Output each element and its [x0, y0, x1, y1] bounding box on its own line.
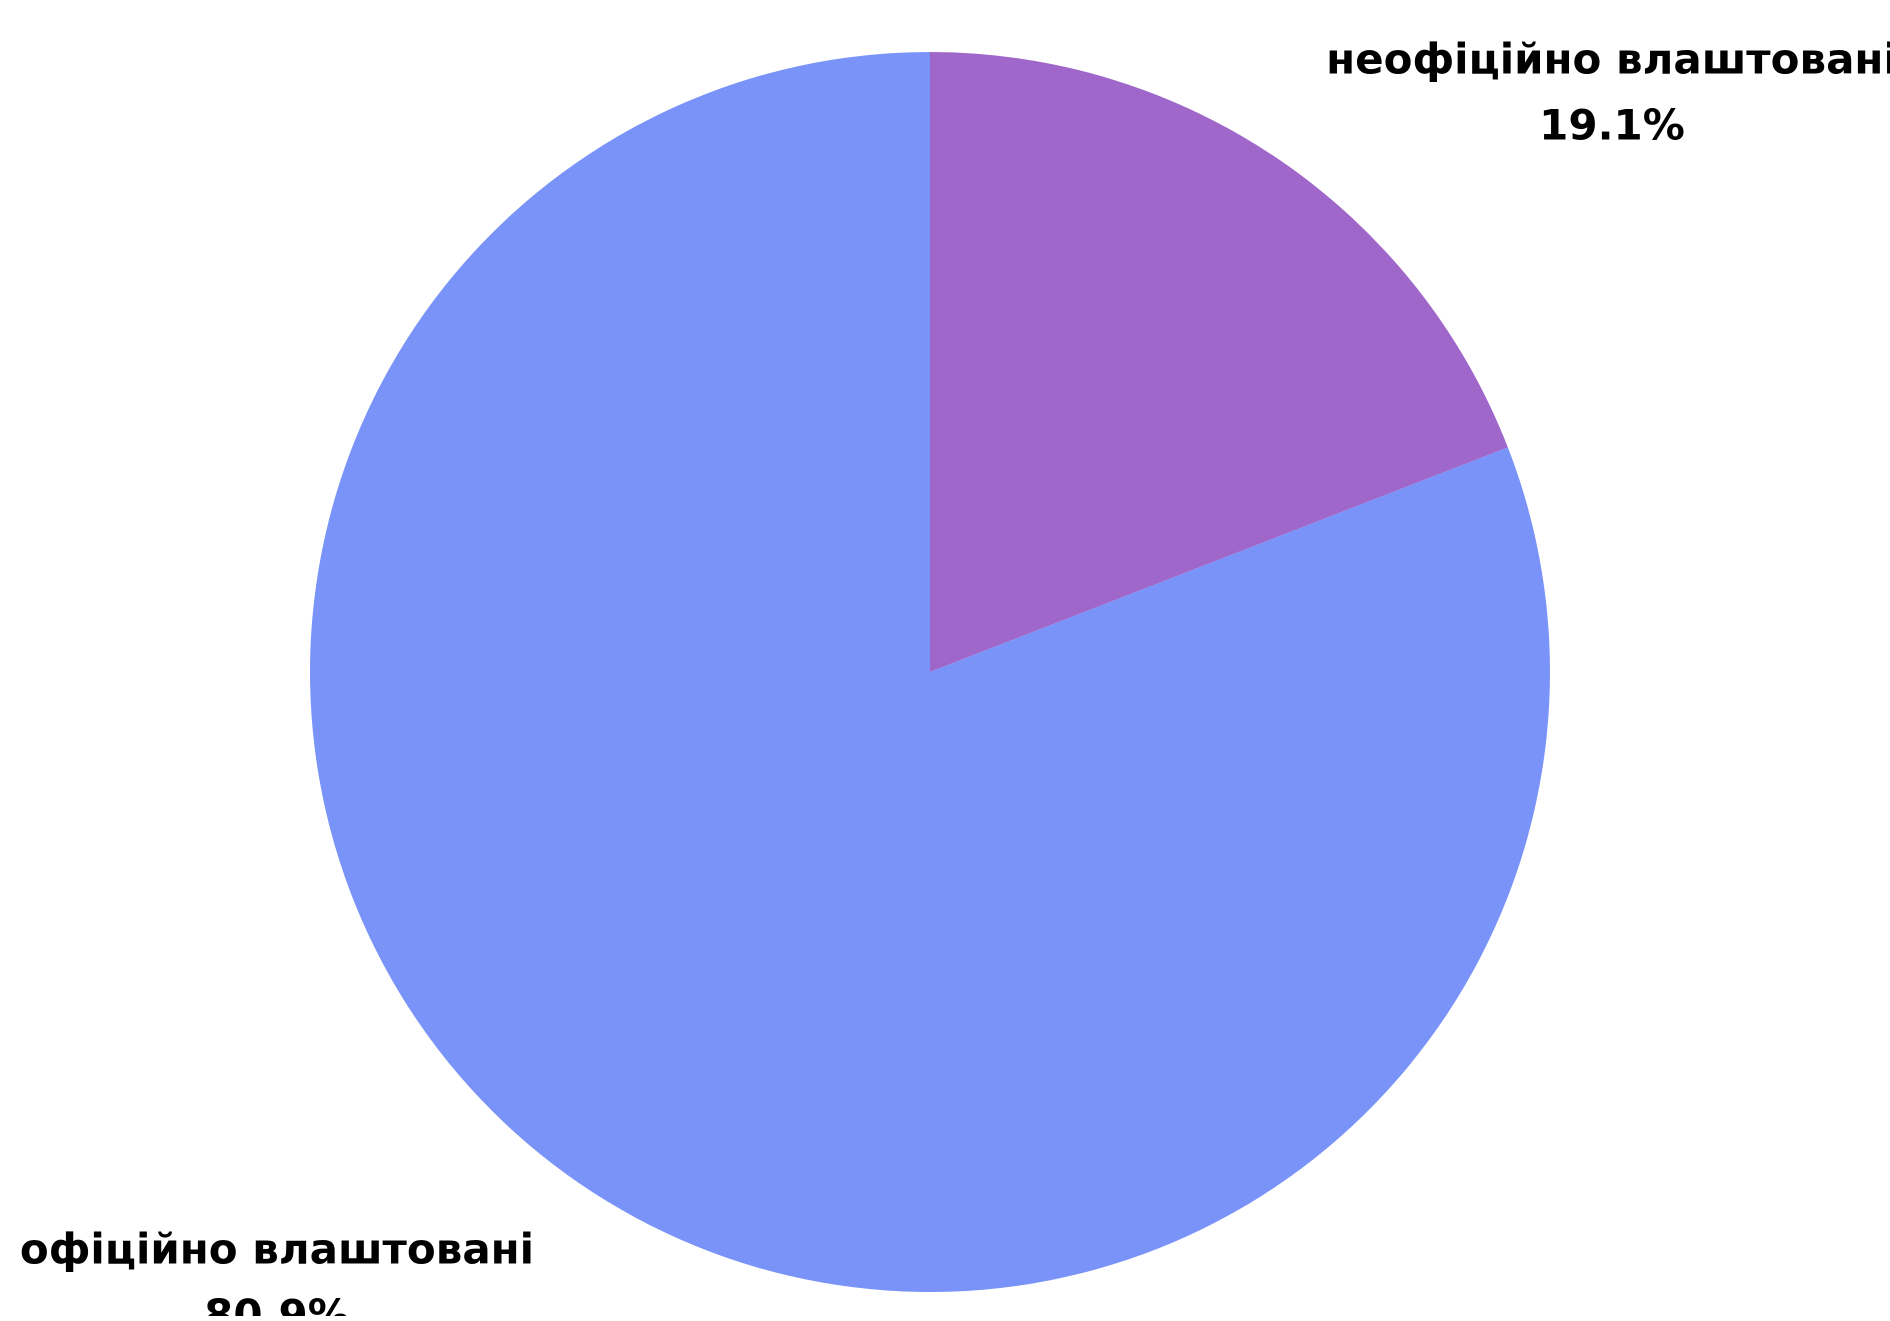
pie-labels: неофіційно влаштовані 19.1% офіційно влашт…: [20, 35, 1890, 1321]
slice-percent-label-2: 80.9%: [204, 1291, 350, 1317]
slice-label-1: неофіційно влаштовані: [1326, 35, 1890, 84]
slice-label-2: офіційно влаштовані: [20, 1225, 534, 1274]
pie-slice-1: [930, 52, 1508, 672]
pie-slice-2: [309, 52, 1550, 1292]
slice-percent-label-1: 19.1%: [1539, 101, 1685, 150]
pie-slices: [309, 52, 1550, 1292]
